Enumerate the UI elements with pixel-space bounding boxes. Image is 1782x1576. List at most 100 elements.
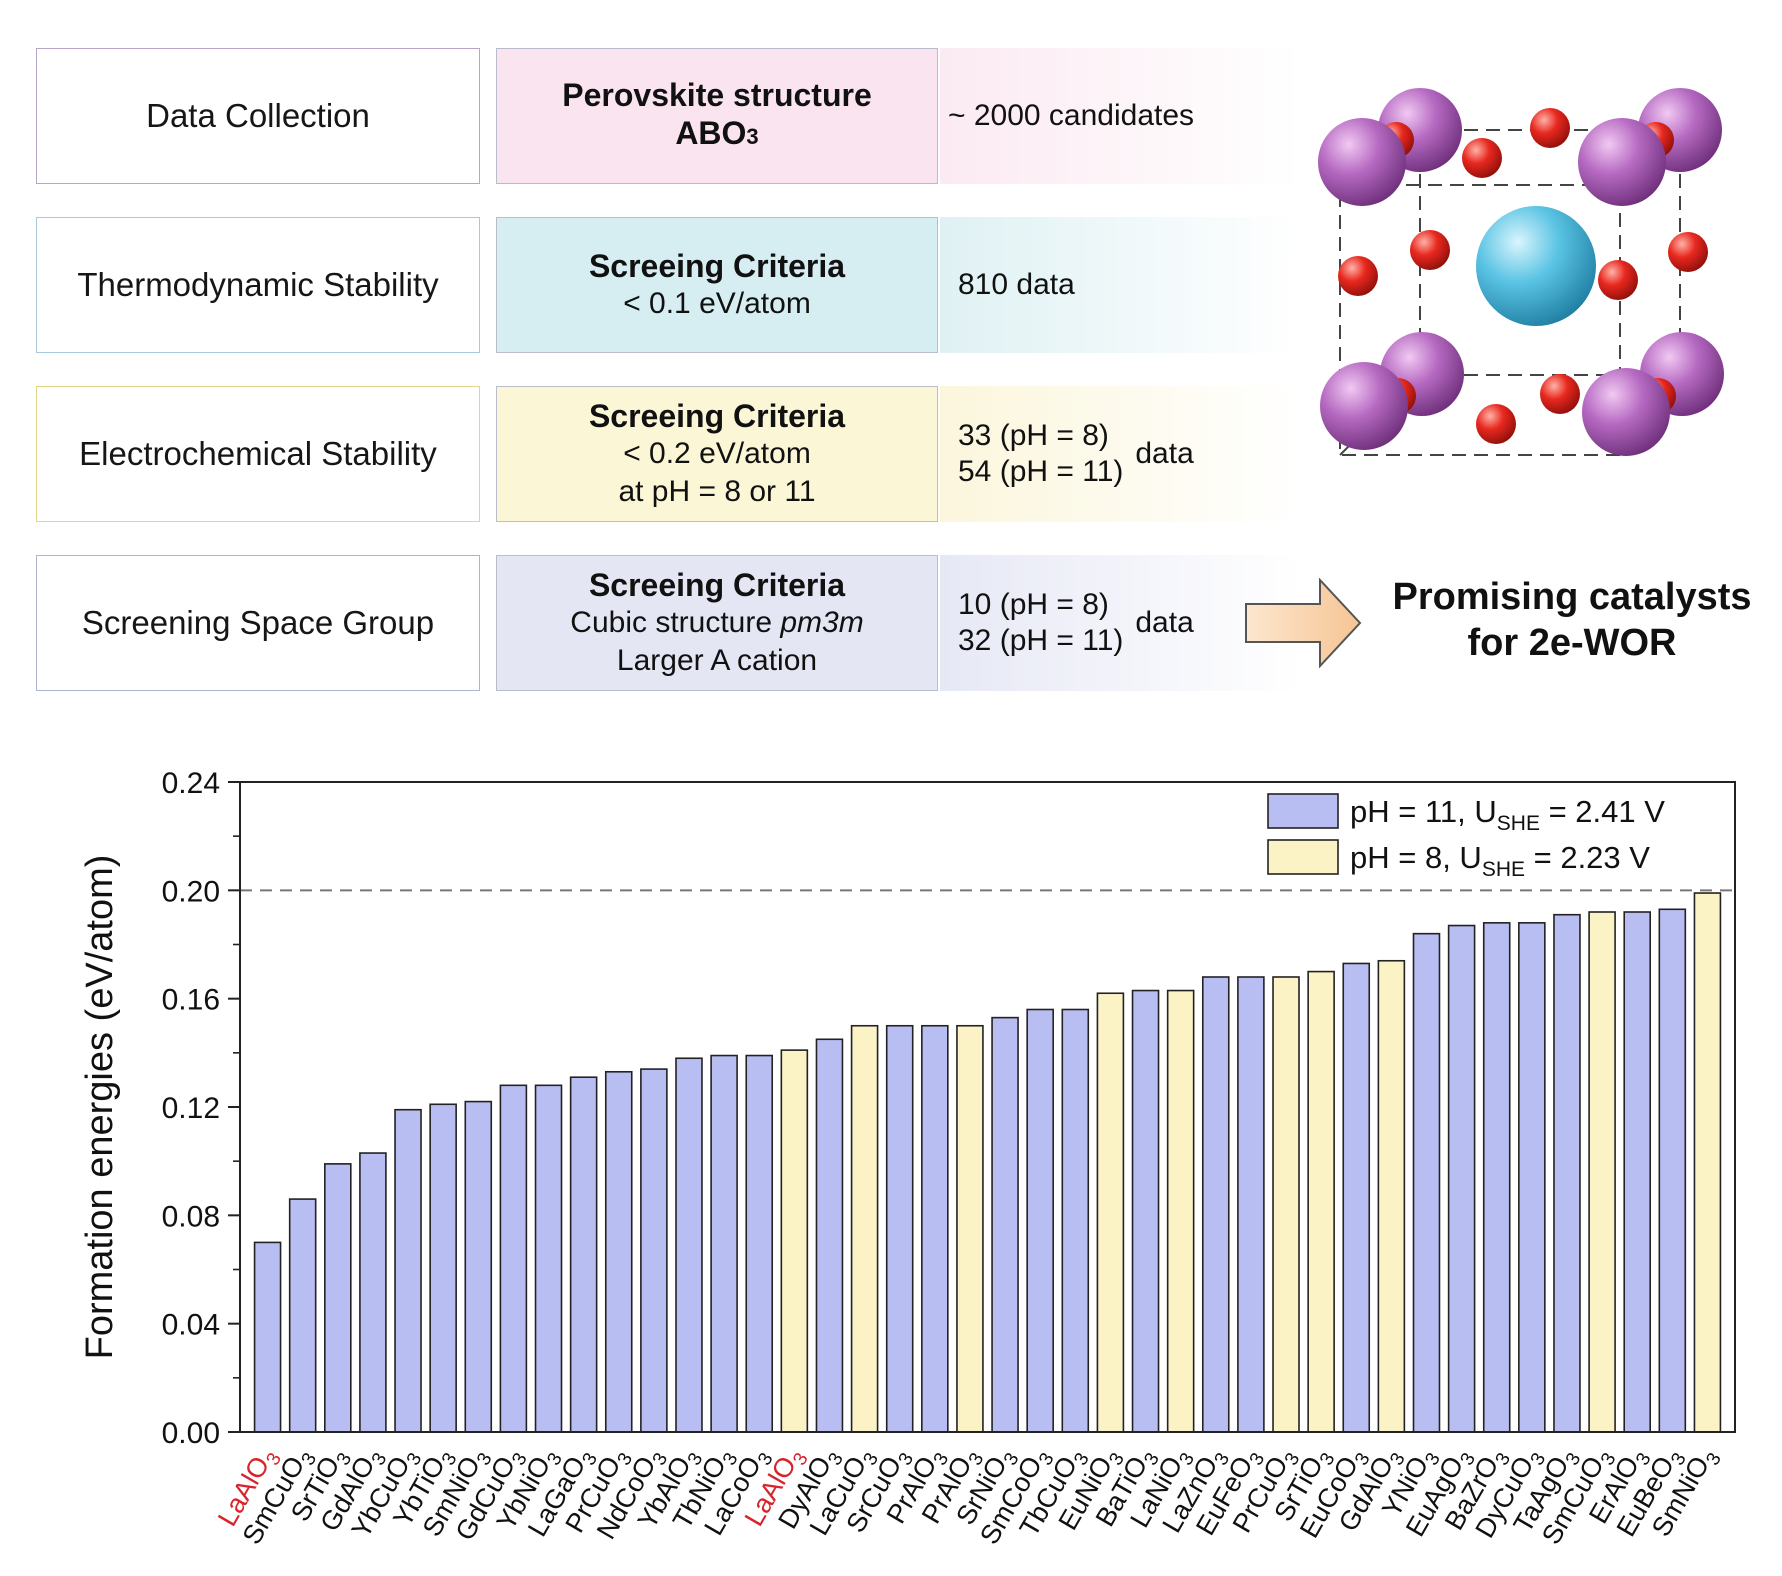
criteria-line: < 0.1 eV/atom	[623, 287, 811, 320]
bar	[1342, 962, 1371, 1433]
criteria-box: Screeing Criteria Cubic structure pm3m L…	[496, 555, 938, 691]
bar	[1166, 989, 1195, 1433]
criteria-line: < 0.2 eV/atom	[623, 437, 811, 470]
bar	[1377, 959, 1406, 1433]
y-tick-label: 0.12	[162, 1092, 220, 1125]
y-tick-label: 0.20	[162, 875, 220, 908]
bar	[253, 1241, 282, 1433]
bar	[991, 1016, 1019, 1433]
bar	[499, 1084, 528, 1433]
result-box: 10 (pH = 8) 32 (pH = 11) data	[940, 555, 1300, 691]
stage-label: Data Collection	[36, 48, 480, 184]
oxygen-atom	[1338, 256, 1378, 296]
bar	[921, 1024, 949, 1433]
legend-label: pH = 8, USHE = 2.23 V	[1350, 840, 1650, 881]
bar	[1201, 976, 1230, 1433]
stage-label: Electrochemical Stability	[36, 386, 480, 522]
criteria-title: Screeing Criteria	[588, 398, 846, 434]
stage-label: Thermodynamic Stability	[36, 217, 480, 353]
bar	[1482, 922, 1511, 1433]
bar	[745, 1054, 774, 1433]
criteria-line: Cubic structure pm3m	[570, 606, 864, 639]
chart-x-labels: LaAlO3SmCuO3SrTiO3GdAlO3YbCuO3YbTiO3SmNi…	[212, 1450, 1726, 1550]
outcome-text: Promising catalysts for 2e-WOR	[1362, 574, 1782, 666]
outcome-line: for 2e-WOR	[1467, 622, 1677, 664]
bar	[534, 1084, 563, 1433]
oxygen-atom	[1530, 108, 1570, 148]
y-tick-label: 0.00	[162, 1417, 220, 1450]
bar	[1307, 970, 1335, 1433]
legend-label: pH = 11, USHE = 2.41 V	[1350, 794, 1665, 835]
bar	[429, 1103, 457, 1433]
bar	[1272, 976, 1300, 1433]
bar	[604, 1070, 633, 1433]
criteria-box: Perovskite structure ABO3	[496, 48, 938, 184]
bar	[1237, 976, 1265, 1433]
a-site-atom	[1320, 362, 1408, 450]
y-tick-label: 0.24	[162, 767, 220, 800]
result-text: ~ 2000 candidates	[948, 99, 1195, 132]
b-site-atom	[1476, 206, 1596, 326]
bar	[569, 1076, 598, 1433]
bar	[1412, 932, 1441, 1433]
criteria-box: Screeing Criteria < 0.2 eV/atom at pH = …	[496, 386, 938, 522]
bar	[885, 1024, 914, 1433]
a-site-atom	[1582, 368, 1670, 456]
perovskite-structure-illustration	[1318, 88, 1724, 456]
bar	[1658, 908, 1687, 1433]
bar	[956, 1024, 984, 1433]
a-site-atom	[1578, 118, 1666, 206]
outcome-line: Promising catalysts	[1392, 576, 1752, 618]
bar	[815, 1038, 844, 1433]
criteria-title: Perovskite structure	[562, 77, 872, 113]
result-suffix: data	[1135, 437, 1194, 470]
bar	[359, 1152, 387, 1433]
bar	[1447, 924, 1476, 1433]
oxygen-atom	[1476, 404, 1516, 444]
chart-axes: 0.00 0.04 0.08 0.12 0.16 0.20 0.24	[162, 767, 1736, 1450]
result-line: 33 (pH = 8)	[958, 419, 1109, 452]
result-box: 33 (pH = 8) 54 (pH = 11) data	[940, 386, 1300, 522]
result-text: 810 data	[958, 268, 1075, 301]
bar	[1061, 1008, 1090, 1433]
bar	[1693, 892, 1722, 1433]
bar	[464, 1100, 493, 1433]
bar	[324, 1163, 352, 1433]
result-line: 10 (pH = 8)	[958, 588, 1109, 621]
bar	[710, 1054, 738, 1433]
bar	[640, 1068, 668, 1433]
formation-energy-bar-chart: 0.00 0.04 0.08 0.12 0.16 0.20 0.24 LaAlO3SmCuO…	[79, 767, 1736, 1550]
result-suffix: data	[1135, 606, 1194, 639]
bar	[1096, 992, 1125, 1433]
right-arrow-icon	[1245, 578, 1362, 668]
bar	[1623, 911, 1651, 1433]
bar	[1553, 913, 1581, 1433]
y-tick-label: 0.04	[162, 1309, 220, 1342]
y-axis-title: Formation energies (eV/atom)	[79, 855, 121, 1360]
legend-swatch	[1267, 793, 1339, 829]
y-tick-label: 0.16	[162, 984, 220, 1017]
bar	[1588, 911, 1616, 1433]
bar	[780, 1049, 809, 1433]
criteria-line: Larger A cation	[616, 644, 818, 677]
result-box: ~ 2000 candidates	[940, 48, 1300, 184]
oxygen-atom	[1410, 230, 1450, 270]
criteria-title: Screeing Criteria	[588, 248, 846, 284]
oxygen-atom	[1598, 260, 1638, 300]
a-site-atom	[1318, 118, 1406, 206]
criteria-title: Screeing Criteria	[588, 567, 846, 603]
criteria-line: at pH = 8 or 11	[618, 475, 816, 508]
bar	[288, 1198, 317, 1433]
result-box: 810 data	[940, 217, 1300, 353]
criteria-box: Screeing Criteria < 0.1 eV/atom	[496, 217, 938, 353]
bar	[394, 1108, 422, 1433]
oxygen-atom	[1540, 374, 1580, 414]
bar	[675, 1057, 703, 1433]
result-line: 54 (pH = 11)	[958, 455, 1124, 488]
bar	[1026, 1008, 1054, 1433]
legend-swatch	[1267, 839, 1339, 875]
bar	[1518, 922, 1546, 1433]
chart-bars	[253, 892, 1722, 1433]
oxygen-atom	[1668, 232, 1708, 272]
oxygen-atom	[1462, 138, 1502, 178]
